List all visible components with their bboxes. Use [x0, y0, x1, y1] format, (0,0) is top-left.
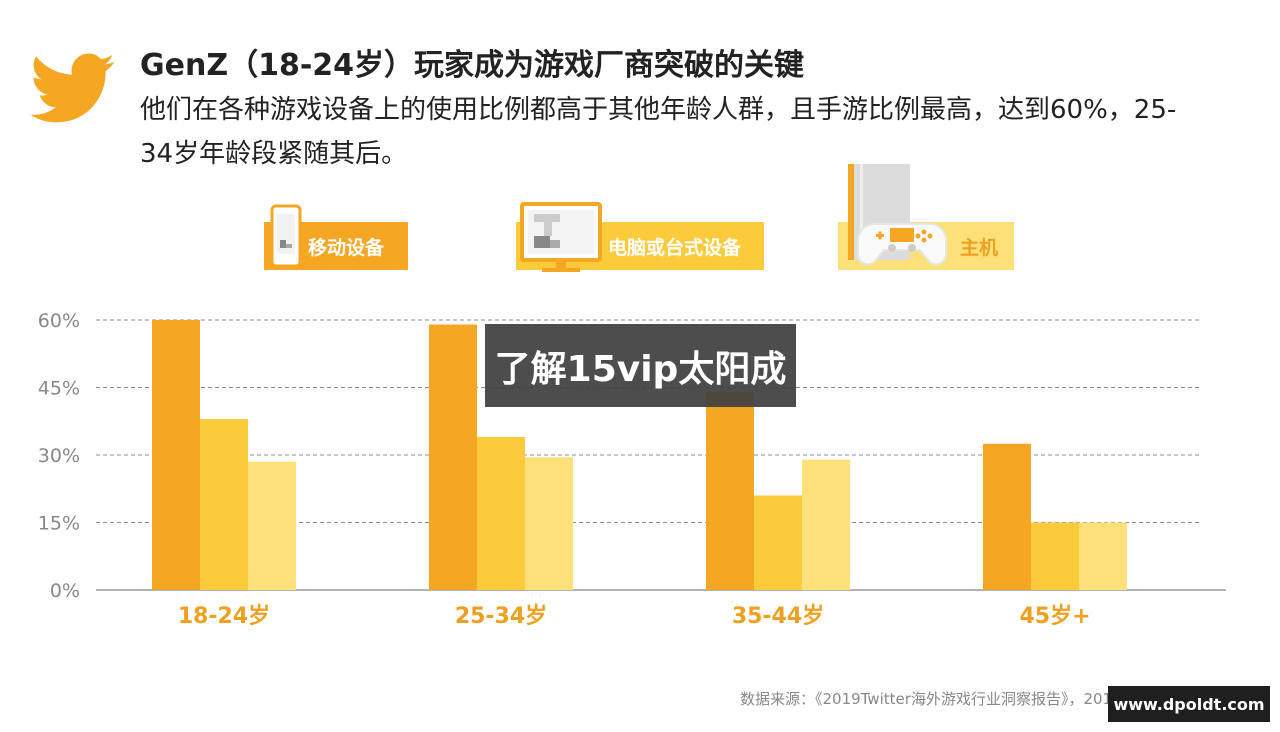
bar [754, 495, 802, 590]
x-category-label: 45岁+ [1019, 603, 1090, 629]
site-badge: www.dpoldt.com [1108, 686, 1270, 722]
x-category-label: 35-44岁 [732, 603, 824, 629]
y-tick-label: 30% [38, 445, 80, 467]
legend-item-mobile: 移动设备 [264, 204, 408, 270]
y-tick-label: 0% [50, 580, 80, 602]
bar [525, 457, 573, 590]
watermark-overlay: 了解15vip太阳成 [485, 324, 796, 407]
y-tick-label: 60% [38, 310, 80, 332]
monitor-icon [520, 202, 602, 272]
bar [429, 324, 477, 590]
bar [477, 437, 525, 590]
bar [152, 320, 200, 590]
bar [706, 392, 754, 590]
page-title: GenZ（18-24岁）玩家成为游戏厂商突破的关键 [140, 48, 805, 83]
y-tick-label: 45% [38, 378, 80, 400]
bar-chart: 0% 15% 30% 45% 60% 18-24岁 25-34岁 35-44岁 45岁+ [38, 310, 1226, 629]
bar [983, 443, 1031, 590]
console-icon [848, 164, 947, 266]
legend-label-console: 主机 [960, 236, 999, 259]
y-tick-label: 15% [38, 513, 80, 535]
twitter-bird-icon [30, 53, 115, 123]
phone-icon [270, 204, 302, 268]
source-note: 数据来源：《2019Twitter海外游戏行业洞察报告》，2019年1月 [740, 690, 1162, 708]
bar [1079, 522, 1127, 590]
legend-item-console: 主机 [838, 164, 1014, 270]
bar [200, 419, 248, 590]
x-category-label: 25-34岁 [455, 603, 547, 629]
legend-label-mobile: 移动设备 [308, 236, 385, 259]
bar [248, 461, 296, 590]
bar [802, 459, 850, 590]
bar [1031, 522, 1079, 590]
x-category-label: 18-24岁 [178, 603, 270, 629]
legend-label-pc: 电脑或台式设备 [608, 236, 742, 259]
legend-item-pc: 电脑或台式设备 [516, 202, 764, 272]
page-subtitle: 他们在各种游戏设备上的使用比例都高于其他年龄人群，且手游比例最高，达到60%，2… [140, 95, 1177, 169]
